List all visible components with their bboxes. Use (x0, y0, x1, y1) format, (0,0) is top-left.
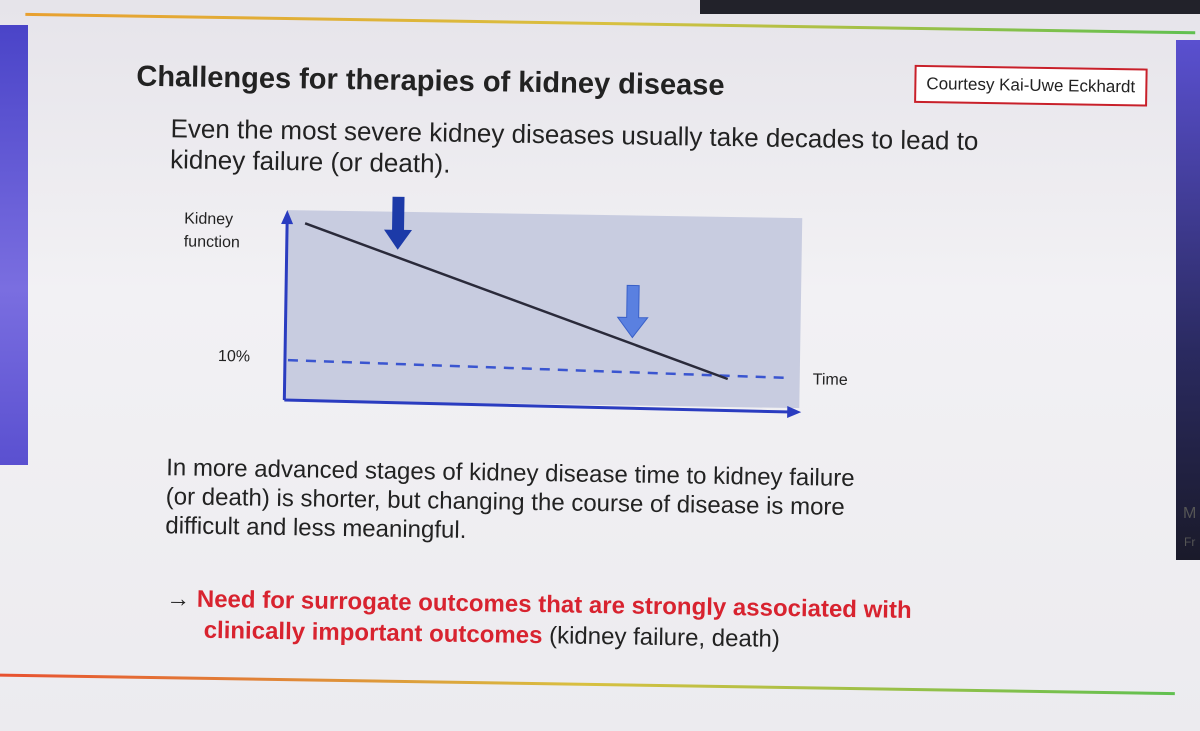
threshold-line (287, 358, 790, 380)
decline-line (304, 222, 729, 381)
top-rule (25, 12, 1196, 35)
arrow: → (165, 585, 191, 613)
down-arrow (384, 196, 413, 250)
x-axis (284, 398, 792, 414)
note: (kidney failure, death) (548, 622, 781, 653)
right-panel (1176, 40, 1200, 560)
y-axis (282, 218, 289, 401)
y-axis-label: Kidney (184, 210, 233, 228)
threshold-label: 10% (218, 348, 250, 366)
diagram: Kidney function 10% Time (184, 196, 848, 418)
y-arrowhead (281, 210, 294, 225)
y-axis-label: function (184, 233, 240, 251)
paragraph: Even the most severe kidney diseases usu… (170, 113, 979, 188)
left-panel (0, 25, 28, 465)
down-arrow (616, 284, 649, 339)
side-text: Fr (1184, 535, 1196, 549)
conclusion: → Need for surrogate outcomes that are s… (165, 583, 912, 657)
emphasis: clinically important outcomes (203, 616, 543, 650)
side-text: M (1183, 505, 1197, 522)
x-arrowhead (787, 405, 802, 418)
title: Challenges for therapies of kidney disea… (136, 60, 725, 102)
x-axis-label: Time (813, 371, 848, 389)
courtesy: Courtesy Kai-Uwe Eckhardt (914, 64, 1148, 107)
bottom-rule (0, 673, 1175, 696)
paragraph: In more advanced stages of kidney diseas… (165, 453, 855, 551)
top-dark (700, 0, 1200, 14)
